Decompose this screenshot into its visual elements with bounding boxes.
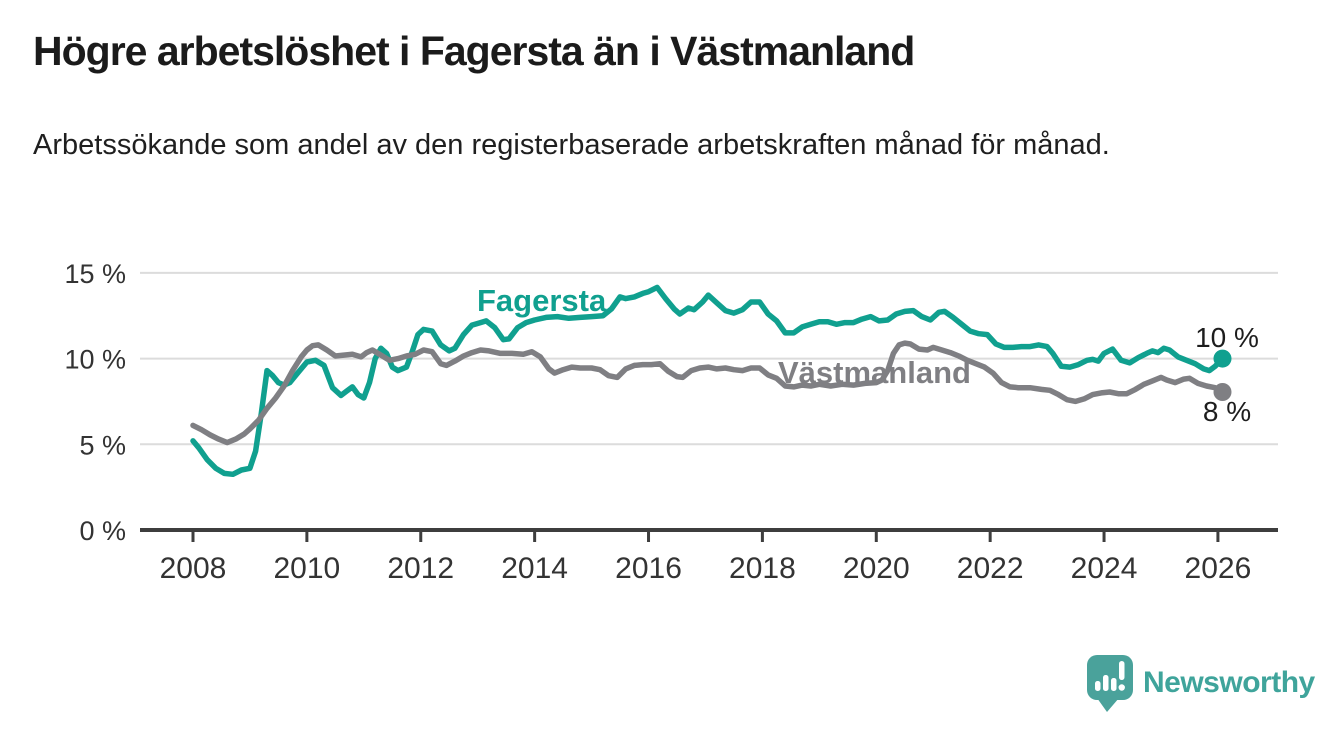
series-end-dot-vastmanland — [1213, 383, 1232, 401]
bar-chart-speech-bubble-icon — [1087, 655, 1133, 712]
x-tick-label: 2018 — [729, 552, 796, 585]
series-line-fagersta — [190, 284, 1226, 478]
newsworthy-logo-text: Newsworthy — [1143, 666, 1315, 699]
x-tick-label: 2012 — [387, 552, 454, 585]
x-tick-label: 2008 — [160, 552, 227, 585]
x-tick-label: 2024 — [1071, 552, 1138, 585]
end-value-label-fagersta: 10 % — [1195, 322, 1259, 353]
chart-header: Högre arbetslöshet i Fagersta än i Västm… — [33, 28, 1313, 74]
x-tick-label: 2010 — [274, 552, 341, 585]
y-tick-label: 15 % — [64, 259, 126, 289]
x-tick-label: 2026 — [1185, 552, 1252, 585]
y-tick-label: 10 % — [64, 345, 126, 375]
x-tick-label: 2014 — [501, 552, 568, 585]
x-tick-label: 2020 — [843, 552, 910, 585]
y-tick-label: 0 % — [79, 516, 126, 546]
x-tick-label: 2022 — [957, 552, 1024, 585]
chart-title: Högre arbetslöshet i Fagersta än i Västm… — [33, 28, 915, 74]
x-tick-label: 2016 — [615, 552, 682, 585]
y-tick-label: 5 % — [79, 430, 126, 460]
end-value-label-vastmanland: 8 % — [1202, 396, 1252, 427]
chart-subtitle: Arbetssökande som andel av den registerb… — [33, 129, 1110, 161]
series-label-vastmanland: Västmanland — [778, 355, 971, 390]
series-line-vastmanland — [190, 340, 1226, 446]
series-end-dot-fagersta — [1213, 349, 1232, 368]
newsworthy-logo: Newsworthy — [1086, 652, 1315, 714]
series-label-fagersta: Fagersta — [477, 283, 607, 318]
